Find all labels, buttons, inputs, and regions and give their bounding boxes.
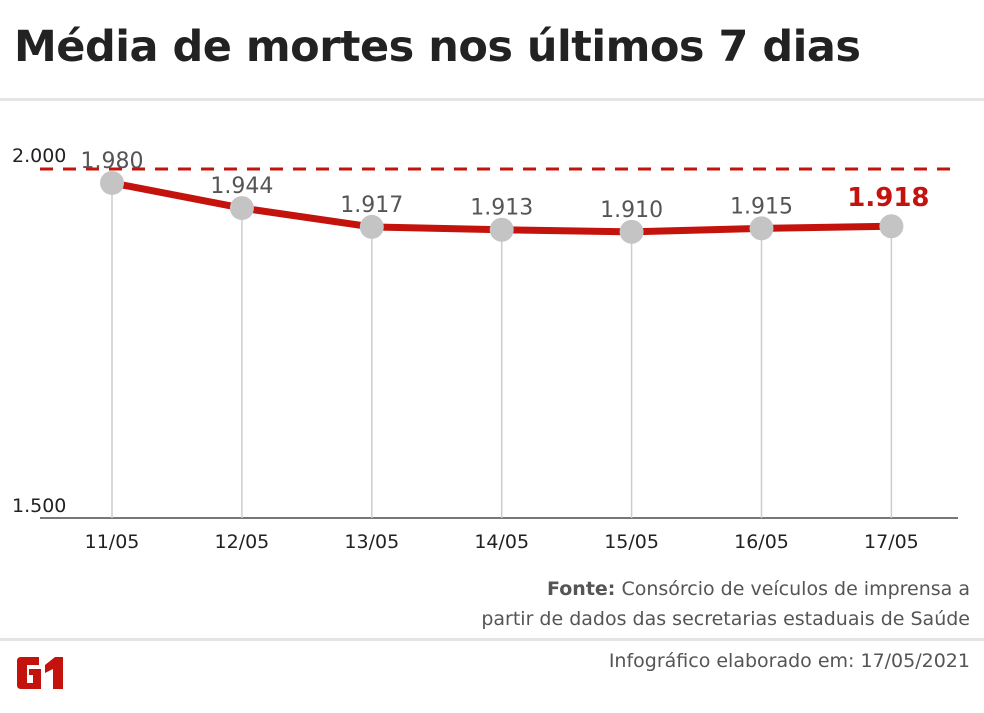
data-point — [619, 219, 644, 244]
y-tick-label: 1.500 — [12, 495, 66, 517]
data-label: 1.915 — [730, 194, 793, 219]
data-label: 1.910 — [600, 198, 663, 223]
source-text-1: Consórcio de veículos de imprensa a — [621, 578, 970, 600]
x-tick-label: 16/05 — [734, 531, 789, 553]
x-tick-label: 15/05 — [604, 531, 659, 553]
source-note: Fonte: Consórcio de veículos de imprensa… — [481, 574, 970, 634]
line-chart: 1.500 2.000 11/05 12/05 13/05 14/05 15/05 16/05… — [12, 145, 960, 553]
x-tick-label: 17/05 — [864, 531, 919, 553]
x-tick-label: 11/05 — [85, 531, 140, 553]
source-label: Fonte: — [547, 578, 616, 600]
info-date: Infográfico elaborado em: 17/05/2021 — [608, 650, 970, 672]
data-point — [879, 214, 904, 239]
data-label: 1.980 — [81, 149, 144, 174]
data-label: 1.944 — [210, 174, 273, 199]
data-point — [229, 196, 254, 221]
x-tick-label: 12/05 — [215, 531, 270, 553]
data-label: 1.918 — [847, 183, 929, 213]
y-tick-label: 2.000 — [12, 145, 66, 167]
data-label: 1.913 — [470, 196, 533, 221]
data-point — [749, 216, 774, 241]
g1-logo — [17, 657, 63, 689]
data-label: 1.917 — [340, 193, 403, 218]
x-tick-label: 13/05 — [344, 531, 399, 553]
data-point — [100, 170, 124, 195]
data-point — [489, 217, 514, 242]
divider — [0, 638, 984, 641]
x-tick-label: 14/05 — [474, 531, 529, 553]
divider — [0, 98, 984, 101]
data-point — [359, 214, 384, 239]
source-text-2: partir de dados das secretarias estaduai… — [481, 608, 970, 630]
chart-title: Média de mortes nos últimos 7 dias — [14, 22, 861, 72]
